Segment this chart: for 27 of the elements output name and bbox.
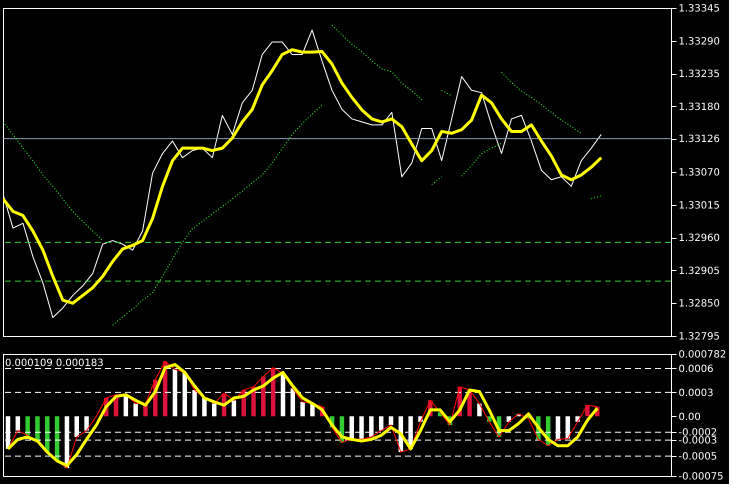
y-tick-label: 1.33345 (678, 4, 720, 14)
y-tick-label: 1.33235 (678, 69, 720, 80)
bar (133, 404, 138, 416)
y-tick-label: 1.32850 (678, 298, 720, 310)
y-tick-label: 1.32960 (678, 233, 720, 244)
bar (202, 398, 207, 416)
y-tick-label: -0.0005 (678, 452, 718, 463)
y-tick-label: 0.000782 (678, 350, 726, 360)
y-tick-label: -0.00075 (678, 472, 724, 482)
y-tick-label: 1.33290 (678, 36, 720, 48)
y-tick-label: 1.33070 (678, 168, 720, 178)
y-tick-label: 0.0003 (678, 388, 714, 399)
annotation: 0.000109 0.000183 (5, 358, 104, 369)
bar (300, 402, 305, 416)
bar (124, 394, 128, 416)
bar (477, 404, 482, 416)
y-tick-label: 1.33180 (678, 102, 720, 113)
y-tick-label: 0.00 (678, 412, 701, 423)
y-tick-label: 1.32795 (678, 332, 720, 342)
bar (212, 404, 216, 416)
bar (232, 400, 236, 416)
y-tick-label: 1.32905 (678, 266, 720, 277)
y-tick-label: 1.33015 (678, 200, 720, 212)
y-tick-label: 0.0006 (678, 364, 714, 375)
y-tick-label: 1.33126 (678, 134, 720, 146)
bar (388, 416, 394, 426)
bar (25, 416, 30, 436)
